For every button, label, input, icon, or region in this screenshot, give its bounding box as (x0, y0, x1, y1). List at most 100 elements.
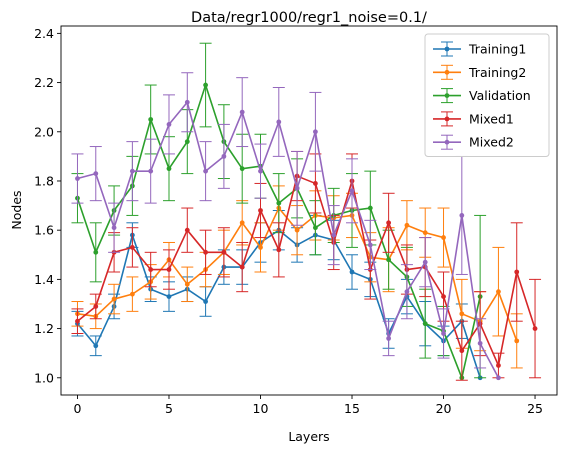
data-point (313, 129, 318, 135)
y-axis: 1.0 1.2 1.4 1.6 1.8 2.0 2.2 2.4 (34, 26, 61, 385)
data-point (514, 338, 520, 344)
data-point (313, 225, 318, 231)
data-point (386, 257, 392, 263)
data-point (386, 220, 392, 226)
legend-entry-validation: Validation (433, 88, 531, 104)
data-point (294, 227, 300, 233)
data-point (148, 117, 154, 122)
y-tick-label: 1.4 (34, 272, 54, 287)
data-point (166, 122, 172, 127)
data-point (239, 220, 245, 226)
data-point (422, 259, 428, 265)
legend-label: Training1 (468, 42, 526, 57)
data-point (203, 299, 208, 304)
legend-entry-training2: Training2 (433, 64, 526, 80)
legend-label: Mixed2 (469, 135, 514, 150)
data-point (93, 171, 99, 177)
x-tick-label: 15 (344, 401, 360, 416)
data-point (422, 321, 428, 327)
data-point (276, 247, 282, 253)
chart-title: Data/regr1000/regr1_noise=0.1/ (191, 10, 427, 26)
legend-entry-mixed1: Mixed1 (433, 111, 514, 127)
legend-marker (444, 46, 450, 52)
data-point (93, 343, 99, 349)
data-point (184, 227, 190, 233)
data-point (496, 363, 501, 368)
series-line (77, 101, 500, 379)
data-point (148, 168, 154, 174)
legend-box (424, 33, 550, 157)
data-point (367, 205, 373, 211)
data-point (496, 375, 501, 381)
legend-marker (444, 93, 450, 98)
legend-marker (444, 116, 450, 122)
data-point (276, 200, 282, 206)
legend-marker (444, 139, 450, 145)
legend-entry-training1: Training1 (433, 41, 526, 57)
data-point (239, 166, 245, 172)
data-point (367, 242, 373, 248)
legend-label: Mixed1 (469, 111, 514, 126)
data-point (93, 304, 99, 309)
data-point (111, 225, 117, 231)
data-point (203, 249, 208, 255)
data-point (166, 166, 172, 172)
data-point (459, 348, 465, 354)
data-point (111, 296, 117, 302)
data-point (166, 267, 172, 272)
data-point (331, 232, 337, 238)
data-point (203, 82, 208, 88)
x-axis: 0 5 10 15 20 25 (73, 395, 543, 416)
data-point (221, 249, 227, 255)
y-tick-label: 1.8 (34, 173, 54, 188)
data-point (184, 139, 190, 145)
data-point (129, 168, 135, 174)
x-tick-label: 0 (73, 401, 81, 416)
y-tick-label: 1.0 (34, 370, 54, 385)
data-point (422, 230, 428, 236)
data-point (184, 281, 190, 287)
data-point (258, 208, 263, 213)
data-point (184, 99, 190, 105)
plot-frame (60, 25, 558, 396)
legend-label: Validation (469, 88, 531, 103)
x-tick-label: 5 (165, 401, 173, 416)
data-point (239, 109, 245, 115)
data-point (166, 294, 172, 299)
y-tick-label: 2.4 (34, 26, 54, 41)
legend: Training1 Training2 Validation Mixed1 Mixed2 (424, 33, 550, 157)
data-point (459, 311, 465, 317)
x-tick-label: 25 (527, 401, 543, 416)
data-point (404, 222, 410, 228)
data-point (129, 291, 135, 297)
data-point (239, 264, 245, 270)
data-point (93, 249, 99, 255)
y-tick-label: 1.6 (34, 223, 54, 238)
x-tick-label: 20 (436, 401, 452, 416)
data-point (441, 331, 446, 336)
data-point (203, 168, 208, 174)
data-point (75, 318, 80, 324)
data-point (386, 336, 392, 341)
data-point (441, 235, 446, 240)
data-point (129, 245, 135, 250)
data-point (276, 119, 282, 125)
data-point (477, 340, 483, 346)
data-point (532, 326, 538, 331)
data-point (148, 267, 154, 272)
data-point (75, 176, 80, 181)
data-point (294, 185, 300, 191)
y-axis-label: Nodes (9, 190, 24, 229)
data-point (258, 245, 263, 250)
series-line (76, 175, 536, 367)
y-tick-label: 1.2 (34, 321, 54, 336)
x-tick-label: 10 (253, 401, 269, 416)
data-point (313, 181, 318, 186)
legend-label: Training2 (468, 65, 526, 80)
series-layer (71, 42, 542, 381)
data-point (258, 168, 263, 174)
data-point (441, 294, 446, 299)
series-mixed2 (71, 72, 501, 381)
data-point (349, 269, 355, 275)
